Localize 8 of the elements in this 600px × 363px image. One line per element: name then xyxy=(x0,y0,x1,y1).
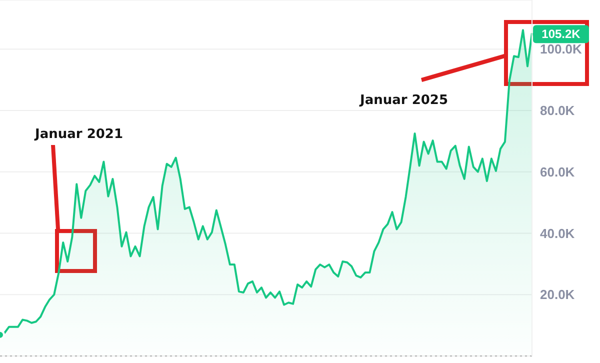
y-tick-label: 40.0K xyxy=(540,226,576,241)
data-label: 105.2K xyxy=(542,27,581,42)
y-tick-label: 60.0K xyxy=(540,164,576,180)
annotation: Januar 2021 xyxy=(34,127,124,142)
y-tick-label: 100.0K xyxy=(540,42,583,57)
annotation: Januar 2025 xyxy=(359,93,448,108)
y-tick-label: 20.0K xyxy=(540,287,576,302)
y-tick-label: 80.0K xyxy=(540,103,576,118)
